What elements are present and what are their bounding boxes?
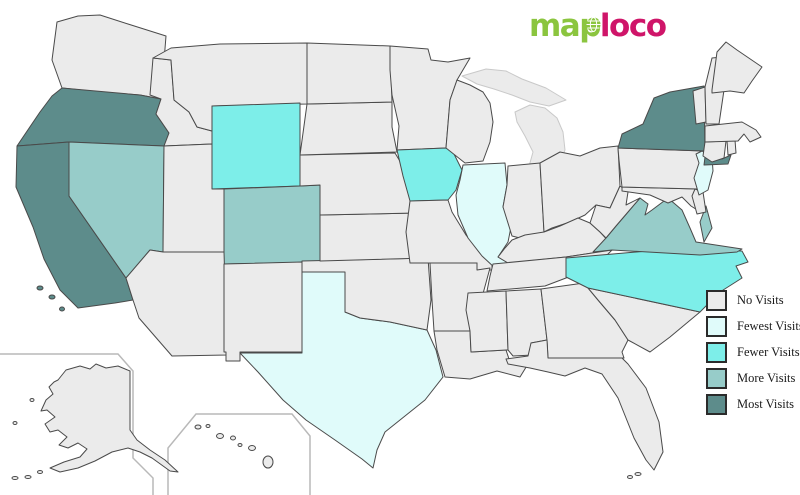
legend-label: Fewest Visits	[737, 319, 800, 333]
hawaii-island	[248, 445, 256, 451]
legend-swatch-most-visits	[706, 394, 727, 415]
state-co	[223, 184, 321, 265]
aleutian-island	[24, 475, 32, 479]
legend-row-more-visits: More Visits	[706, 368, 800, 389]
state-pa	[617, 147, 707, 190]
map-legend: No Visits Fewest Visits Fewer Visits Mor…	[706, 290, 800, 420]
hawaii-island	[194, 424, 202, 430]
channel-island	[36, 285, 44, 291]
legend-label: More Visits	[737, 371, 796, 385]
hawaii-inset-border	[167, 413, 311, 495]
state-in	[502, 162, 545, 241]
hawaii-island	[216, 433, 224, 439]
aleutian-island	[37, 470, 43, 474]
alaska-island	[12, 421, 18, 425]
legend-swatch-fewest-visits	[706, 316, 727, 337]
channel-island	[48, 294, 56, 300]
aleutian-island	[11, 476, 19, 480]
state-wy	[211, 102, 301, 190]
channel-island	[59, 306, 65, 312]
legend-swatch-fewer-visits	[706, 342, 727, 363]
legend-row-no-visits: No Visits	[706, 290, 800, 311]
state-or	[16, 87, 170, 147]
hawaii-island	[230, 435, 236, 441]
legend-row-most-visits: Most Visits	[706, 394, 800, 415]
hawaii-island-big	[262, 455, 274, 469]
florida-key	[634, 472, 642, 476]
state-ma	[704, 121, 762, 143]
state-fl	[505, 339, 664, 471]
legend-swatch-no-visits	[706, 290, 727, 311]
state-wa	[51, 14, 167, 100]
state-az	[125, 249, 228, 357]
hawaii-island	[205, 424, 211, 428]
alaska-island	[29, 398, 35, 402]
hawaii-island	[237, 443, 243, 447]
state-ms	[465, 290, 509, 353]
state-ri	[726, 139, 737, 156]
legend-swatch-more-visits	[706, 368, 727, 389]
state-ok	[301, 257, 432, 331]
state-ak	[40, 363, 179, 473]
state-ct	[702, 140, 727, 163]
legend-label: No Visits	[737, 293, 784, 307]
legend-row-fewest-visits: Fewest Visits	[706, 316, 800, 337]
state-sd	[299, 101, 398, 156]
state-wi	[445, 79, 494, 164]
florida-key	[627, 475, 633, 479]
logo-text-loco: loco	[599, 8, 667, 44]
state-me	[711, 41, 763, 94]
globe-icon	[586, 17, 601, 32]
state-ny	[617, 85, 706, 152]
logo-text-map: map	[529, 8, 601, 44]
state-sc	[587, 287, 701, 353]
state-mi-upper	[461, 68, 567, 107]
state-nm	[223, 261, 303, 362]
maploco-logo[interactable]: map loco	[529, 6, 667, 46]
legend-label: Most Visits	[737, 397, 795, 411]
legend-row-fewer-visits: Fewer Visits	[706, 342, 800, 363]
legend-label: Fewer Visits	[737, 345, 800, 359]
state-nd	[306, 42, 393, 105]
alaska-inset-border	[0, 353, 154, 495]
